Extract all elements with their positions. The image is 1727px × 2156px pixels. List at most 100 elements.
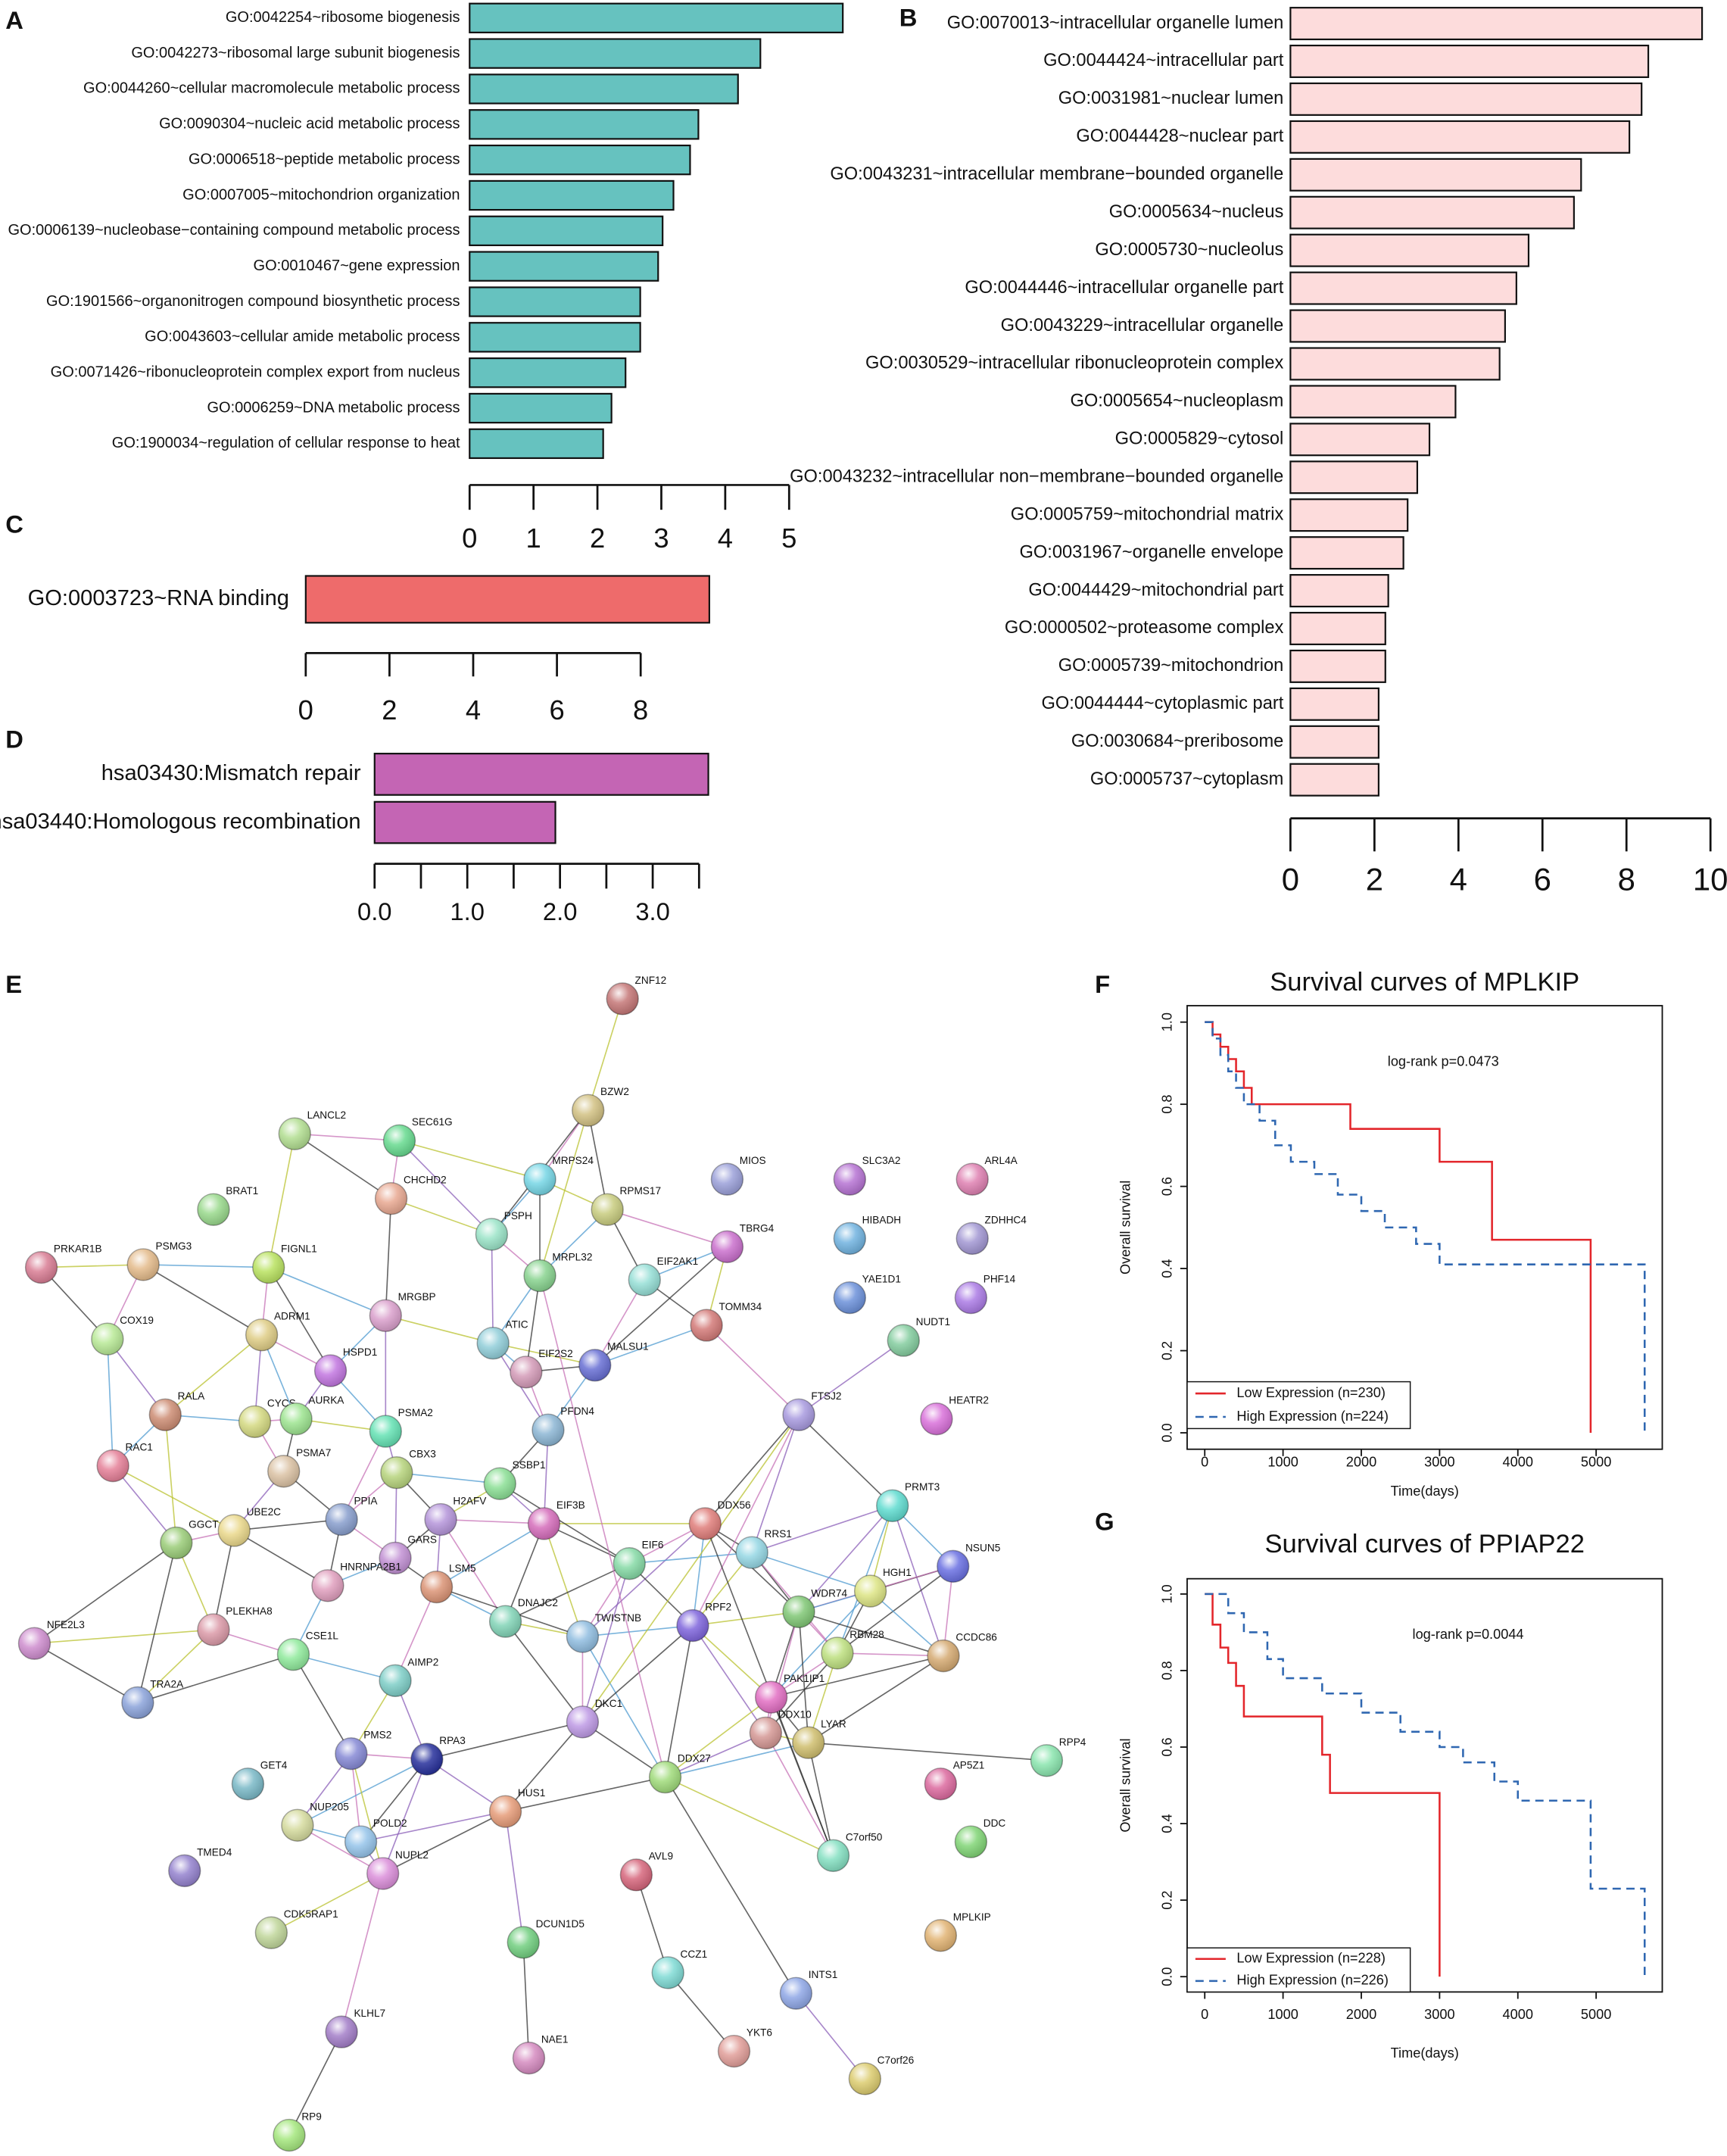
node-label: AP5Z1 <box>953 1760 985 1771</box>
node-shine <box>783 1596 815 1628</box>
x-tick-label: 1.0 <box>450 897 485 925</box>
node-label: YKT6 <box>747 2027 772 2039</box>
bar <box>469 2 844 33</box>
network-edge <box>351 1753 384 1874</box>
network-edge <box>751 1414 800 1553</box>
network-edge <box>594 1279 645 1366</box>
bar <box>1289 423 1431 457</box>
category-label: hsa03430:Mismatch repair <box>101 761 361 785</box>
category-label: GO:0071426~ribonucleoprotein complex exp… <box>51 363 460 380</box>
network-edge <box>606 1209 728 1248</box>
category-label: GO:0006139~nucleobase−containing compoun… <box>8 222 460 239</box>
network-edge <box>692 1523 706 1626</box>
y-tick-label: 0.8 <box>1159 1095 1174 1114</box>
network-edge <box>441 1518 544 1524</box>
network-edge <box>436 1523 544 1588</box>
y-tick-label: 0.6 <box>1159 1737 1174 1756</box>
network-edge <box>385 1315 494 1344</box>
node-label: FTSJ2 <box>811 1390 841 1402</box>
bar <box>1289 233 1530 267</box>
x-tick-label: 0 <box>1201 2007 1208 2022</box>
network-edge <box>41 1264 144 1268</box>
survival-curve <box>1205 1021 1592 1434</box>
network-edge <box>664 1777 797 1994</box>
x-tick-label: 4 <box>718 523 733 554</box>
node-shine <box>887 1324 920 1356</box>
y-tick-label: 1.0 <box>1159 1012 1174 1031</box>
network-edge <box>382 1758 428 1874</box>
network-edge <box>765 1652 838 1733</box>
node-label: NFE2L3 <box>47 1619 85 1630</box>
node-label: HIBADH <box>862 1214 901 1225</box>
network-edge <box>394 1587 438 1681</box>
node-shine <box>252 1251 285 1284</box>
node-shine <box>711 1163 743 1196</box>
node-label: PLEKHA8 <box>226 1605 272 1617</box>
node-label: CBX3 <box>409 1449 436 1460</box>
category-label: GO:0044444~cytoplasmic part <box>1042 694 1284 713</box>
network-edge <box>491 1234 494 1343</box>
x-tick-label: 3000 <box>1424 2007 1454 2022</box>
network-edge <box>504 1811 525 1943</box>
node-label: PSMG3 <box>156 1240 192 1252</box>
node-shine <box>566 1705 599 1738</box>
network-edge <box>771 1590 871 1698</box>
network-edge <box>581 1721 666 1778</box>
node-shine <box>335 1737 367 1770</box>
network-edge <box>499 1483 630 1565</box>
network-edge <box>581 1563 631 1723</box>
node-label: BRAT1 <box>226 1185 258 1197</box>
bar <box>469 286 641 317</box>
node-shine <box>326 2016 358 2048</box>
node-shine <box>489 1796 522 1828</box>
node-shine <box>689 1508 722 1540</box>
x-tick-label: 2000 <box>1346 2007 1376 2022</box>
network-edge <box>294 1133 392 1200</box>
survival-curve <box>1205 1593 1441 1977</box>
x-tick-label: 2 <box>1366 861 1383 897</box>
bar <box>1289 725 1379 759</box>
node-shine <box>876 1490 909 1522</box>
node-shine <box>410 1743 443 1775</box>
x-tick-label: 6 <box>1534 861 1551 897</box>
node-label: PAK1IP1 <box>784 1673 825 1684</box>
network-edge <box>798 1612 809 1743</box>
node-shine <box>690 1309 723 1341</box>
network-nodes: ZNF12 BZW2 LANCL2 SEC61G MRPS24 MIOS SLC3A2 ARL… <box>17 975 1086 2152</box>
x-tick-label: 8 <box>633 694 648 725</box>
node-label: EIF3B <box>556 1499 585 1511</box>
network-edge <box>808 1742 1047 1761</box>
node-shine <box>279 1118 311 1150</box>
node-shine <box>425 1503 457 1536</box>
network-edge <box>539 1275 666 1777</box>
node-label: DDX10 <box>778 1708 812 1720</box>
node-shine <box>649 1761 681 1793</box>
panel-letter: F <box>1095 970 1110 998</box>
survival-curve <box>1205 1021 1646 1434</box>
y-tick-label: 0.0 <box>1159 1423 1174 1442</box>
node-shine <box>736 1537 768 1569</box>
survival-curve <box>1205 1593 1646 1977</box>
node-label: MALSU1 <box>607 1341 649 1353</box>
bar <box>1289 385 1457 419</box>
node-label: PRKAR1B <box>54 1243 102 1255</box>
node-shine <box>834 1281 866 1314</box>
panel-letter: G <box>1095 1508 1114 1536</box>
network-edge <box>391 1197 492 1235</box>
bar <box>1289 7 1704 41</box>
category-label: GO:0005737~cytoplasm <box>1090 769 1283 789</box>
network-edge <box>771 1655 944 1698</box>
panel-letter: B <box>899 3 918 31</box>
node-shine <box>218 1515 251 1546</box>
bar <box>1289 82 1643 116</box>
node-shine <box>834 1222 866 1255</box>
legend-label: High Expression (n=226) <box>1236 1973 1389 1988</box>
annotation: log-rank p=0.0044 <box>1413 1627 1524 1642</box>
node-label: ADRM1 <box>274 1311 310 1322</box>
node-shine <box>238 1406 271 1438</box>
network-edge <box>692 1624 772 1698</box>
node-label: SSBP1 <box>513 1459 546 1471</box>
category-label: GO:0000502~proteasome complex <box>1005 618 1284 638</box>
network-edge <box>292 1654 352 1755</box>
network-edge <box>504 1523 545 1622</box>
